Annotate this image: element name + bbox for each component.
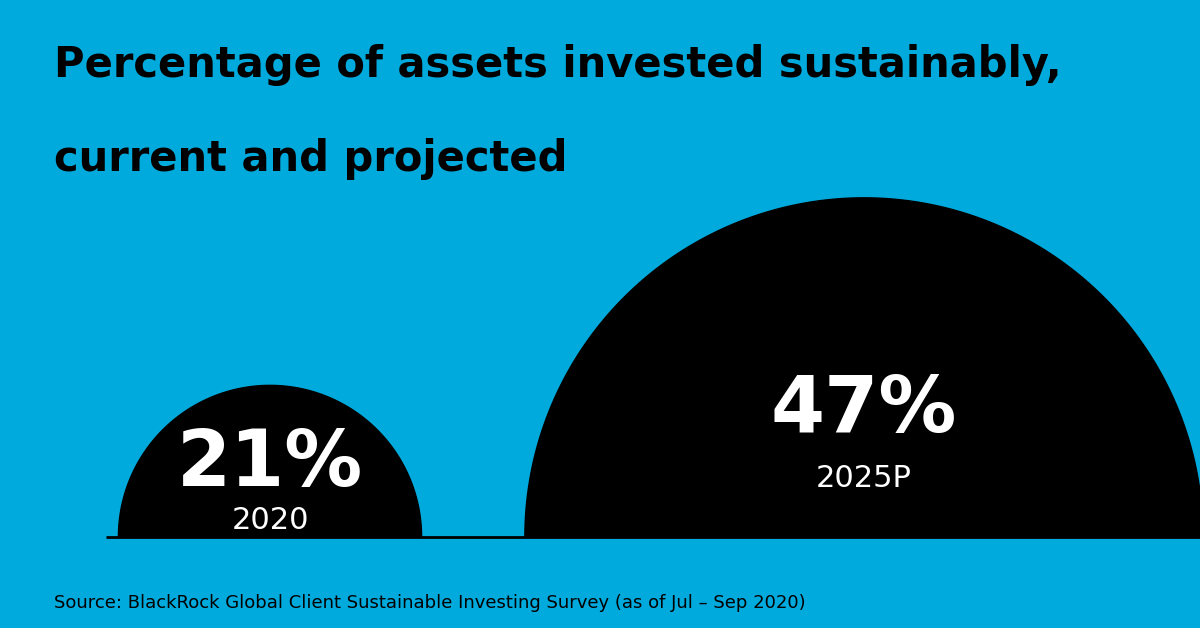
Polygon shape: [524, 198, 1200, 537]
Text: Source: BlackRock Global Client Sustainable Investing Survey (as of Jul – Sep 20: Source: BlackRock Global Client Sustaina…: [54, 594, 805, 612]
Text: 47%: 47%: [770, 372, 958, 448]
Text: 21%: 21%: [176, 426, 364, 502]
Text: Percentage of assets invested sustainably,: Percentage of assets invested sustainabl…: [54, 44, 1062, 86]
Text: 2020: 2020: [232, 506, 308, 534]
Text: current and projected: current and projected: [54, 138, 568, 180]
Text: 2025P: 2025P: [816, 464, 912, 493]
Polygon shape: [119, 386, 421, 537]
